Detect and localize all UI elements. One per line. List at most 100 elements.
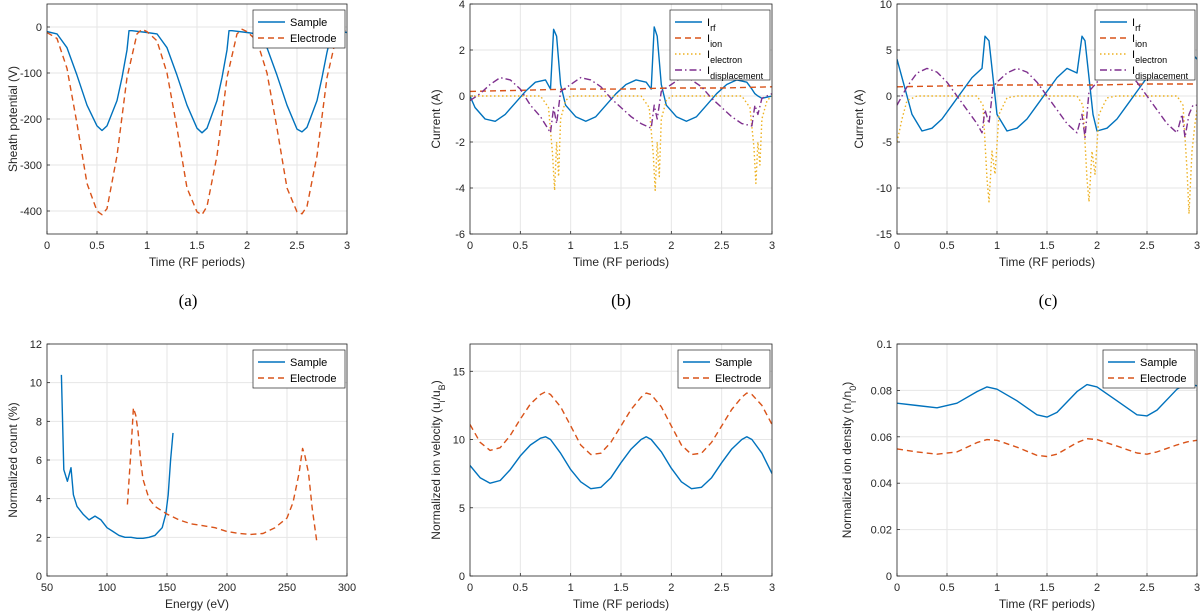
y-axis-label: Normalized ion velocity (ui/uB) bbox=[429, 380, 447, 539]
y-axis-label-part: B bbox=[437, 384, 447, 390]
series-line-electron bbox=[470, 95, 772, 192]
y-tick-label: 2 bbox=[459, 45, 465, 57]
y-axis-label-part: Normalized ion density (n bbox=[840, 403, 854, 538]
legend-entry: Iion bbox=[1132, 33, 1147, 49]
y-axis-label-part: i bbox=[848, 401, 858, 403]
y-axis-label: Current (A) bbox=[852, 89, 866, 148]
x-tick-label: 1 bbox=[568, 582, 574, 594]
x-tick-label: 0.5 bbox=[939, 582, 954, 594]
series-line-electrode bbox=[126, 407, 318, 544]
y-axis-label-part: 0 bbox=[848, 386, 858, 391]
legend-entry-subscript: ion bbox=[710, 39, 722, 49]
legend-entry: Sample bbox=[290, 357, 327, 369]
x-tick-label: 1 bbox=[994, 582, 1000, 594]
legend-entry-name: I bbox=[707, 65, 710, 77]
series-line-rf bbox=[470, 26, 772, 123]
legend-entry-subscript: ion bbox=[1135, 39, 1147, 49]
y-axis-label: Current (A) bbox=[429, 89, 443, 148]
legend-entry: Electrode bbox=[290, 33, 336, 45]
y-axis-label-part: Normalized ion velocity (u bbox=[429, 402, 443, 539]
x-tick-label: 250 bbox=[278, 582, 296, 594]
x-tick-label: 1 bbox=[568, 240, 574, 252]
legend-box bbox=[677, 349, 771, 389]
x-tick-label: 0 bbox=[894, 582, 900, 594]
x-tick-label: 2 bbox=[244, 240, 250, 252]
x-tick-label: 0 bbox=[467, 582, 473, 594]
plot-frame bbox=[896, 343, 1198, 577]
chart-f: 0 0.5 1 1.5 2 2.5 3 0 0.02 0.04 0.06 0.08 0.1 Time (R… bbox=[840, 339, 1200, 611]
x-tick-label: 3 bbox=[1194, 582, 1200, 594]
legend-entry-subscript: electron bbox=[710, 55, 742, 65]
y-axis-label: Normalized count (%) bbox=[6, 402, 20, 517]
y-tick-label: -6 bbox=[455, 229, 465, 241]
caption-c: (c) bbox=[1038, 291, 1058, 310]
legend-entry-name: Electrode bbox=[715, 373, 761, 385]
x-tick-label: 0.5 bbox=[513, 582, 528, 594]
x-tick-label: 2 bbox=[1094, 582, 1100, 594]
plot-frame bbox=[46, 3, 348, 235]
legend-entry: Electrode bbox=[715, 373, 761, 385]
series-line-sample bbox=[47, 30, 347, 134]
y-tick-label: 5 bbox=[459, 503, 465, 515]
plot-frame bbox=[469, 343, 773, 577]
y-tick-label: 0 bbox=[459, 91, 465, 103]
y-tick-label: -100 bbox=[20, 68, 42, 80]
y-tick-label: -10 bbox=[876, 183, 892, 195]
series-line-electrode bbox=[47, 28, 347, 216]
series-line-sample bbox=[60, 374, 174, 540]
x-axis-label: Time (RF periods) bbox=[573, 255, 669, 269]
legend-entry-name: Sample bbox=[715, 357, 752, 369]
y-tick-label: 8 bbox=[36, 416, 42, 428]
y-axis-label-part: /u bbox=[429, 390, 443, 400]
y-tick-label: 4 bbox=[36, 494, 42, 506]
series-line-ion bbox=[897, 83, 1197, 88]
y-axis-label-part: i bbox=[437, 400, 447, 402]
y-axis-label-part: ) bbox=[429, 380, 443, 384]
x-axis-label: Time (RF periods) bbox=[149, 255, 245, 269]
series-line-sample bbox=[470, 436, 772, 490]
legend-entry: Irf bbox=[1132, 17, 1141, 33]
legend-entry-name: I bbox=[1132, 17, 1135, 29]
legend-entry: Iion bbox=[707, 33, 722, 49]
legend-entry: Ielectron bbox=[707, 49, 742, 65]
y-tick-label: 0 bbox=[459, 571, 465, 583]
legend-entry-name: I bbox=[707, 17, 710, 29]
y-tick-label: 15 bbox=[453, 366, 465, 378]
y-tick-label: 4 bbox=[459, 0, 465, 11]
x-tick-label: 1.5 bbox=[613, 240, 628, 252]
legend-entry: Idisplacement bbox=[1132, 65, 1189, 81]
legend-entry: Sample bbox=[715, 357, 752, 369]
chart-b: 0 0.5 1 1.5 2 2.5 3 -6 -4 -2 0 2 4 Time (RF periods) C… bbox=[429, 0, 775, 269]
x-tick-label: 2 bbox=[1094, 240, 1100, 252]
legend-entry-name: Electrode bbox=[290, 373, 336, 385]
x-tick-label: 200 bbox=[218, 582, 236, 594]
plot-frame bbox=[896, 3, 1198, 235]
legend-entry: Sample bbox=[1140, 357, 1177, 369]
x-tick-label: 3 bbox=[769, 240, 775, 252]
x-axis-label: Energy (eV) bbox=[165, 597, 229, 611]
y-tick-label: 0.08 bbox=[871, 385, 892, 397]
series-line-displacement bbox=[897, 67, 1197, 139]
chart-e: 0 0.5 1 1.5 2 2.5 3 0 5 10 15 Time (RF periods) Norm… bbox=[429, 343, 775, 611]
y-tick-label: 5 bbox=[886, 45, 892, 57]
legend-entry: Electrode bbox=[290, 373, 336, 385]
y-tick-label: 0 bbox=[36, 571, 42, 583]
x-tick-label: 0.5 bbox=[89, 240, 104, 252]
y-tick-label: 10 bbox=[453, 435, 465, 447]
legend-entry-name: I bbox=[1132, 65, 1135, 77]
x-tick-label: 2.5 bbox=[714, 582, 729, 594]
x-tick-label: 150 bbox=[158, 582, 176, 594]
y-tick-label: 0.1 bbox=[877, 339, 892, 351]
x-tick-label: 2 bbox=[668, 582, 674, 594]
legend-entry: Sample bbox=[290, 17, 327, 29]
plot-frame bbox=[469, 3, 773, 235]
legend-entry-name: I bbox=[1132, 49, 1135, 61]
y-tick-label: -400 bbox=[20, 206, 42, 218]
x-tick-label: 1.5 bbox=[1039, 240, 1054, 252]
y-tick-label: 6 bbox=[36, 455, 42, 467]
legend-entry-name: Electrode bbox=[290, 33, 336, 45]
y-tick-label: 0 bbox=[886, 571, 892, 583]
legend-entry-name: Sample bbox=[290, 17, 327, 29]
chart-c: 0 0.5 1 1.5 2 2.5 3 -15 -10 -5 0 5 10 Time (RF period… bbox=[852, 0, 1200, 269]
legend-entry: Electrode bbox=[1140, 373, 1186, 385]
